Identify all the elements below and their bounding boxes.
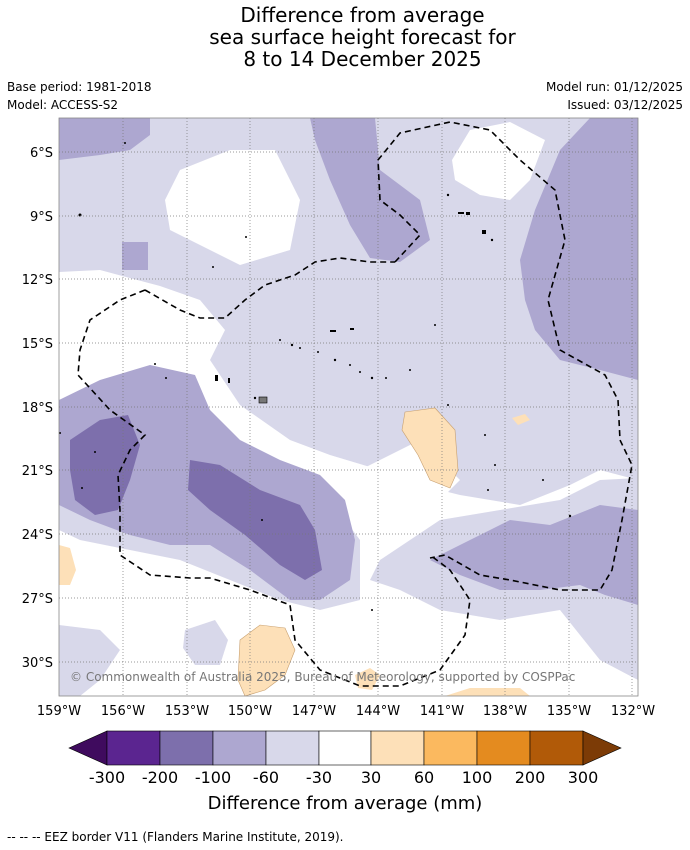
colorbar-arrow-high [582,730,622,766]
map-title: Difference from average sea surface heig… [0,4,690,70]
eez-legend: -- -- -- EEZ border V11 (Flanders Marine… [7,830,344,844]
lon-label: 153°W [165,704,209,719]
eez-borders [77,121,633,687]
lat-label: 24°S [22,528,53,543]
colorbar-tick-label: -30 [306,768,332,787]
meta-left: Base period: 1981-2018 Model: ACCESS-S2 [7,78,152,114]
base-period: Base period: 1981-2018 [7,80,152,94]
colorbar-title: Difference from average (mm) [208,793,483,814]
colorbar-tick-label: -60 [253,768,279,787]
colorbar-tick-label: 300 [568,768,599,787]
anomaly-strong-central [188,460,322,580]
colorbar-swatch [529,730,584,766]
band-southwest-corner [59,625,120,696]
title-line-1: Difference from average [240,3,485,27]
colorbar-tick-label: 200 [515,768,546,787]
anomaly-north-central [310,118,430,262]
anomaly-east [520,118,638,380]
anomaly-small [122,242,148,270]
anomaly-strong-west [70,415,140,515]
colorbar-swatch [106,730,161,766]
neutral-zone-northeast [452,122,545,200]
lat-label: 30°S [22,656,53,671]
colorbar-swatch [212,730,267,766]
neutral-zone-north [165,150,300,265]
lon-label: 159°W [37,704,81,719]
longitude-labels: 159°W 156°W 153°W 150°W 147°W 144°W 141°… [37,704,655,719]
anomaly-positive-south-small [355,668,380,690]
colorbar-tick-label: 60 [414,768,434,787]
colorbar-tick-label: -100 [195,768,231,787]
lat-label: 9°S [30,210,53,225]
graticule [59,118,638,696]
title-line-3: 8 to 14 December 2025 [243,47,482,71]
lat-label: 6°S [30,146,53,161]
lon-label: 156°W [101,704,145,719]
model-name: Model: ACCESS-S2 [7,98,119,112]
colorbar: -300 -200 -100 -60 -30 30 60 100 200 300… [68,730,622,814]
colorbar-swatch [423,730,478,766]
lon-label: 147°W [292,704,336,719]
lon-label: 132°W [611,704,655,719]
islands [59,142,572,611]
copyright-text: © Commonwealth of Australia 2025, Bureau… [70,670,575,684]
colorbar-swatch [159,730,214,766]
colorbar-tick-label: 100 [462,768,493,787]
anomaly-southeast [430,505,638,605]
colorbar-swatch [370,730,425,766]
lat-label: 15°S [22,337,53,352]
lat-label: 18°S [22,401,53,416]
lat-label: 27°S [22,592,53,607]
lat-label: 12°S [22,273,53,288]
model-run: Model run: 01/12/2025 [545,80,683,94]
lon-label: 141°W [420,704,464,719]
anomaly-positive-west [59,545,76,585]
title-line-2: sea surface height forecast for [209,25,516,49]
colorbar-arrow-low [68,730,108,766]
colorbar-tick-label: 30 [361,768,381,787]
colorbar-swatch [476,730,531,766]
anomaly-positive-small [512,414,530,425]
lat-label: 21°S [22,464,53,479]
lon-label: 138°W [483,704,527,719]
latitude-labels: 6°S 9°S 12°S 15°S 18°S 21°S 24°S 27°S 30… [22,146,53,671]
band-small-patch [183,620,228,665]
map-frame [58,117,639,697]
lon-label: 135°W [547,704,591,719]
issued-date: Issued: 03/12/2025 [567,98,683,112]
anomaly-positive-south [237,624,296,696]
lon-label: 150°W [228,704,272,719]
map-area: © Commonwealth of Australia 2025, Bureau… [59,118,638,696]
colorbar-tick-label: -200 [142,768,178,787]
meta-right: Model run: 01/12/2025 Issued: 03/12/2025 [546,78,683,114]
lon-label: 144°W [356,704,400,719]
colorbar-tick-label: -300 [89,768,125,787]
anomaly-northwest [59,118,150,160]
anomaly-positive-southeast [445,688,530,696]
colorbar-swatch [265,730,320,766]
colorbar-swatch [318,730,372,766]
